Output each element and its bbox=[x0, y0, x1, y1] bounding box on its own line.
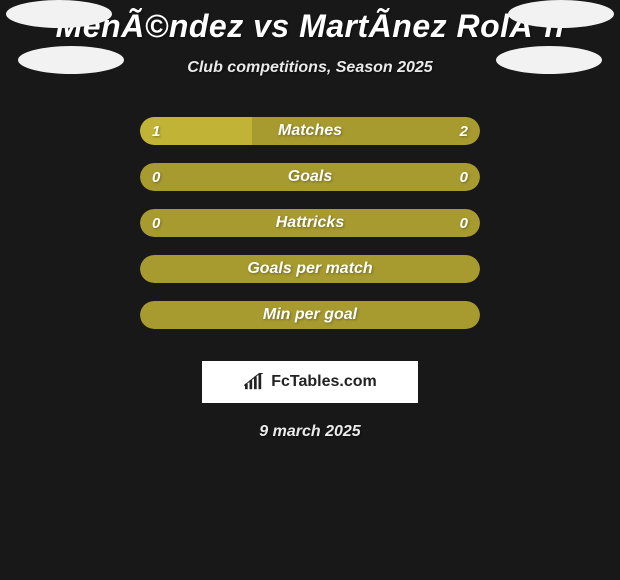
bar-chart-icon bbox=[243, 373, 265, 391]
player-right-oval-2 bbox=[496, 46, 602, 74]
stat-bar: 0 0 Hattricks bbox=[140, 209, 480, 237]
stat-row: Goals per match bbox=[0, 255, 620, 301]
stat-row: 0 0 Goals bbox=[0, 163, 620, 209]
brand-text: FcTables.com bbox=[271, 373, 377, 391]
player-left-oval-2 bbox=[18, 46, 124, 74]
footer-date: 9 march 2025 bbox=[0, 423, 620, 441]
stat-label: Min per goal bbox=[140, 301, 480, 329]
stat-row: 1 2 Matches bbox=[0, 117, 620, 163]
stat-row: 0 0 Hattricks bbox=[0, 209, 620, 255]
stat-label: Hattricks bbox=[140, 209, 480, 237]
stat-row: Min per goal bbox=[0, 301, 620, 347]
stat-bar: Goals per match bbox=[140, 255, 480, 283]
stats-comparison: MenÃ©ndez vs MartÃ­nez RolÃ³n Club compe… bbox=[0, 0, 620, 441]
stat-bar: Min per goal bbox=[140, 301, 480, 329]
player-right-oval-1 bbox=[508, 0, 614, 28]
stat-label: Goals per match bbox=[140, 255, 480, 283]
player-left-oval-1 bbox=[6, 0, 112, 28]
stat-bar: 0 0 Goals bbox=[140, 163, 480, 191]
stat-rows: 1 2 Matches 0 0 Goals 0 0 Hattricks bbox=[0, 117, 620, 347]
stat-bar: 1 2 Matches bbox=[140, 117, 480, 145]
stat-label: Matches bbox=[140, 117, 480, 145]
brand-box: FcTables.com bbox=[202, 361, 418, 403]
stat-label: Goals bbox=[140, 163, 480, 191]
